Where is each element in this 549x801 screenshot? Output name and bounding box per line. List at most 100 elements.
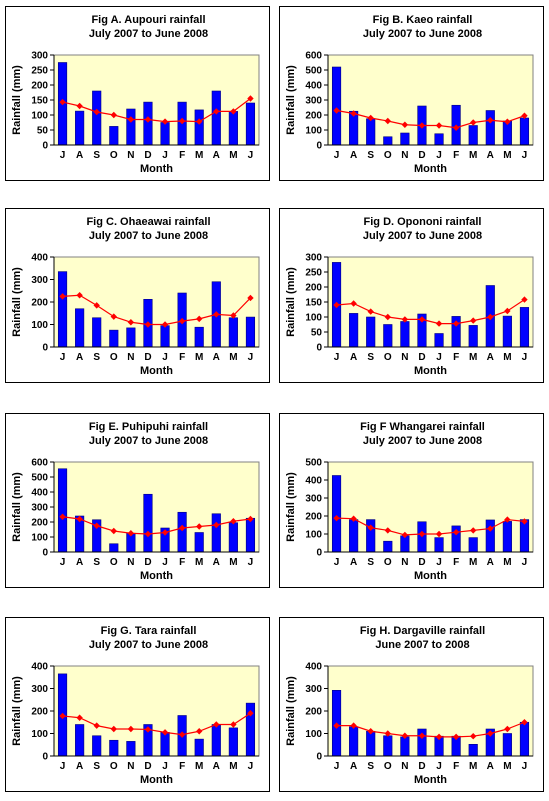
line-marker — [247, 515, 254, 523]
line-marker — [110, 111, 117, 119]
line-marker — [76, 102, 83, 110]
chart-title: Fig B. Kaeo rainfall — [373, 14, 473, 26]
x-tick-label: M — [195, 557, 203, 568]
x-tick-label: A — [76, 352, 83, 363]
x-tick-label: N — [401, 761, 408, 772]
x-tick-label: A — [350, 761, 357, 772]
y-tick-label: 100 — [31, 320, 48, 331]
y-axis-label: Rainfall (mm) — [285, 472, 297, 542]
plot-area — [327, 665, 534, 757]
x-tick-label: D — [144, 352, 151, 363]
bar — [400, 736, 410, 757]
line-marker — [110, 725, 117, 733]
chart-c: Fig C. Ohaeawai rainfall July 2007 to Jun… — [11, 216, 260, 377]
line-marker — [452, 733, 460, 741]
line-marker — [76, 292, 83, 299]
y-tick-label: 100 — [305, 729, 322, 740]
y-tick-label: 500 — [305, 66, 322, 77]
x-tick-label: J — [334, 150, 340, 161]
y-tick-label: 100 — [31, 111, 48, 122]
line-marker — [59, 98, 66, 106]
x-tick-label: N — [401, 352, 408, 363]
bar — [331, 475, 342, 553]
x-tick-label: A — [487, 761, 494, 772]
chart-panel-c: Fig C. Ohaeawai rainfall July 2007 to Jun… — [5, 208, 270, 383]
x-axis-label: Month — [140, 774, 173, 786]
line-marker — [350, 722, 357, 729]
x-tick-label: A — [487, 557, 494, 568]
x-tick-label: J — [436, 557, 442, 568]
x-tick-label: O — [110, 761, 118, 772]
x-tick-label: F — [179, 557, 185, 568]
x-tick-label: J — [334, 761, 340, 772]
bar — [349, 313, 359, 348]
bar — [383, 540, 393, 553]
y-tick-label: 600 — [305, 51, 322, 62]
x-tick-label: M — [469, 352, 477, 363]
x-tick-label: M — [229, 352, 237, 363]
line-marker — [144, 321, 152, 328]
series-line — [62, 516, 251, 535]
x-tick-label: N — [127, 761, 134, 772]
x-axis-label: Month — [140, 570, 173, 582]
y-tick-label: 400 — [31, 488, 48, 499]
line-marker — [127, 530, 135, 537]
y-tick-label: 200 — [305, 111, 322, 122]
line-marker — [178, 117, 186, 125]
bar — [228, 522, 238, 553]
x-tick-label: O — [384, 150, 392, 161]
bar — [177, 511, 187, 553]
line-marker — [521, 719, 528, 726]
chart-title: Fig C. Ohaeawai rainfall — [86, 216, 210, 228]
x-tick-label: M — [503, 352, 511, 363]
bar — [331, 66, 342, 146]
x-axis-label: Month — [140, 163, 173, 175]
chart-d: Fig D. Opononi rainfall July 2007 to June… — [285, 216, 534, 377]
line-marker — [333, 301, 340, 309]
bar — [468, 537, 478, 553]
x-tick-label: O — [110, 150, 118, 161]
y-axis-label: Rainfall (mm) — [11, 676, 23, 746]
line-marker — [76, 714, 83, 721]
x-tick-label: M — [229, 150, 237, 161]
line-marker — [161, 529, 169, 536]
y-tick-label: 150 — [31, 96, 48, 107]
y-tick-label: 300 — [305, 253, 322, 264]
bar — [366, 316, 376, 348]
chart-title: Fig G. Tara rainfall — [101, 625, 197, 637]
series-line — [336, 721, 525, 738]
bar — [194, 109, 204, 146]
x-tick-label: A — [76, 150, 83, 161]
plot-area — [53, 665, 260, 757]
line-marker — [76, 515, 83, 523]
y-axis-label: Rainfall (mm) — [11, 267, 23, 337]
bar — [366, 730, 376, 757]
y-tick-label: 300 — [31, 275, 48, 286]
x-tick-label: D — [418, 761, 425, 772]
x-tick-label: A — [350, 557, 357, 568]
x-tick-label: F — [453, 150, 459, 161]
line-marker — [110, 313, 117, 320]
x-tick-label: M — [503, 557, 511, 568]
x-tick-label: J — [60, 150, 66, 161]
x-tick-label: S — [93, 557, 100, 568]
line-marker — [127, 319, 135, 326]
chart-subtitle: July 2007 to June 2008 — [89, 639, 208, 651]
chart-subtitle: July 2007 to June 2008 — [89, 28, 208, 40]
bar — [160, 325, 170, 348]
bar — [349, 519, 359, 553]
y-tick-label: 0 — [42, 752, 48, 763]
chart-e: Fig E. Puhipuhi rainfall July 2007 to Jun… — [11, 421, 260, 582]
bar — [211, 724, 221, 757]
chart-panel-h: Fig H. Dargaville rainfall June 2007 to 2… — [279, 617, 544, 792]
x-tick-label: A — [213, 150, 220, 161]
line-marker — [161, 118, 169, 125]
line-marker — [230, 721, 237, 728]
chart-subtitle: July 2007 to June 2008 — [363, 435, 482, 447]
bar — [349, 726, 359, 757]
line-marker — [350, 110, 357, 117]
x-tick-label: S — [93, 352, 100, 363]
line-marker — [487, 730, 494, 737]
line-marker — [470, 317, 477, 324]
